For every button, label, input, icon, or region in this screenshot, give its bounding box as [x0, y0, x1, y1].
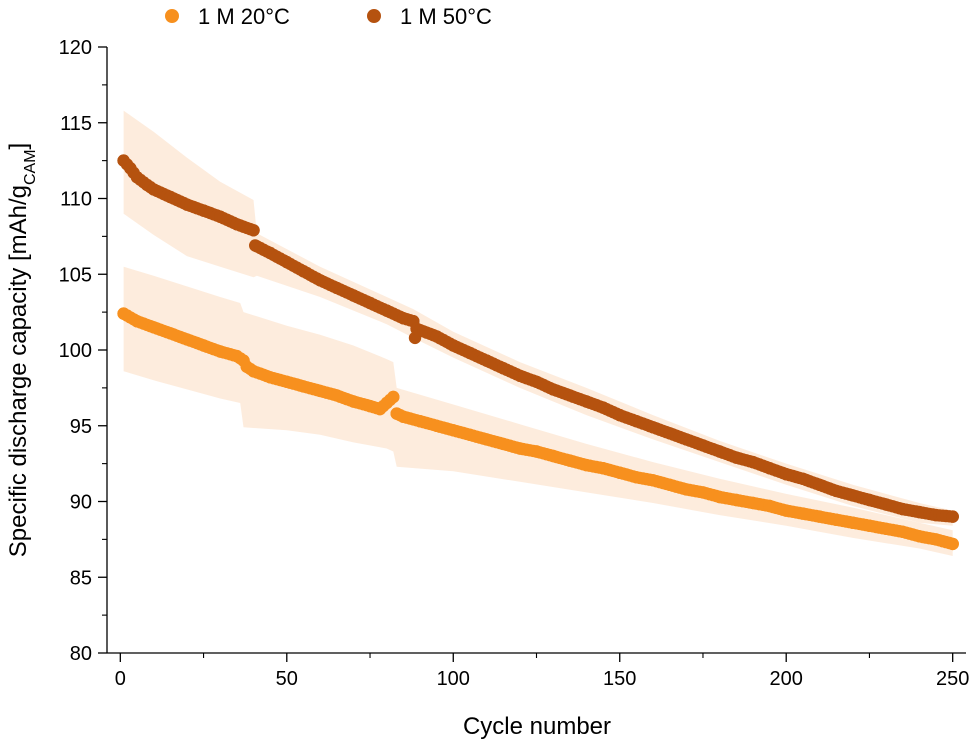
point-series-1-50 — [247, 224, 260, 237]
x-tick-label-150: 150 — [603, 668, 636, 690]
data-points — [117, 154, 959, 551]
band-series-0 — [123, 266, 953, 556]
legend-marker-20c — [165, 9, 179, 23]
x-tick-label-100: 100 — [437, 668, 470, 690]
point-series-0-305 — [946, 537, 959, 551]
y-tick-label-95: 95 — [70, 416, 92, 438]
y-axis-title-main: Specific discharge capacity [mAh/g — [5, 185, 32, 557]
legend-label-50c: 1 M 50°C — [400, 4, 492, 29]
x-ticks: 0 50 100 150 200 250 — [115, 653, 969, 690]
y-axis-title-subscript: CAM — [22, 149, 39, 185]
confidence-bands — [123, 110, 953, 556]
x-tick-label-0: 0 — [115, 668, 126, 690]
y-tick-label-100: 100 — [59, 340, 92, 362]
y-tick-label-90: 90 — [70, 492, 92, 514]
y-tick-label-120: 120 — [59, 37, 92, 59]
x-tick-label-200: 200 — [770, 668, 803, 690]
y-tick-label-110: 110 — [60, 189, 92, 211]
point-series-0-102 — [387, 390, 400, 404]
x-axis-title: Cycle number — [463, 713, 611, 740]
y-tick-label-115: 115 — [60, 113, 92, 135]
y-axis-title: Specific discharge capacity [mAh/gCAM] — [5, 143, 39, 557]
y-tick-label-85: 85 — [70, 567, 92, 589]
y-tick-label-80: 80 — [70, 643, 92, 665]
legend: 1 M 20°C 1 M 50°C — [165, 4, 492, 29]
point-series-1-305 — [946, 510, 959, 523]
legend-label-20c: 1 M 20°C — [198, 4, 290, 29]
x-tick-label-50: 50 — [276, 668, 298, 690]
y-axis-title-end: ] — [5, 143, 32, 150]
y-ticks: 80 85 90 95 100 105 110 115 120 — [59, 37, 107, 665]
legend-marker-50c — [367, 9, 381, 23]
x-tick-label-250: 250 — [936, 668, 969, 690]
y-tick-label-105: 105 — [59, 264, 92, 286]
